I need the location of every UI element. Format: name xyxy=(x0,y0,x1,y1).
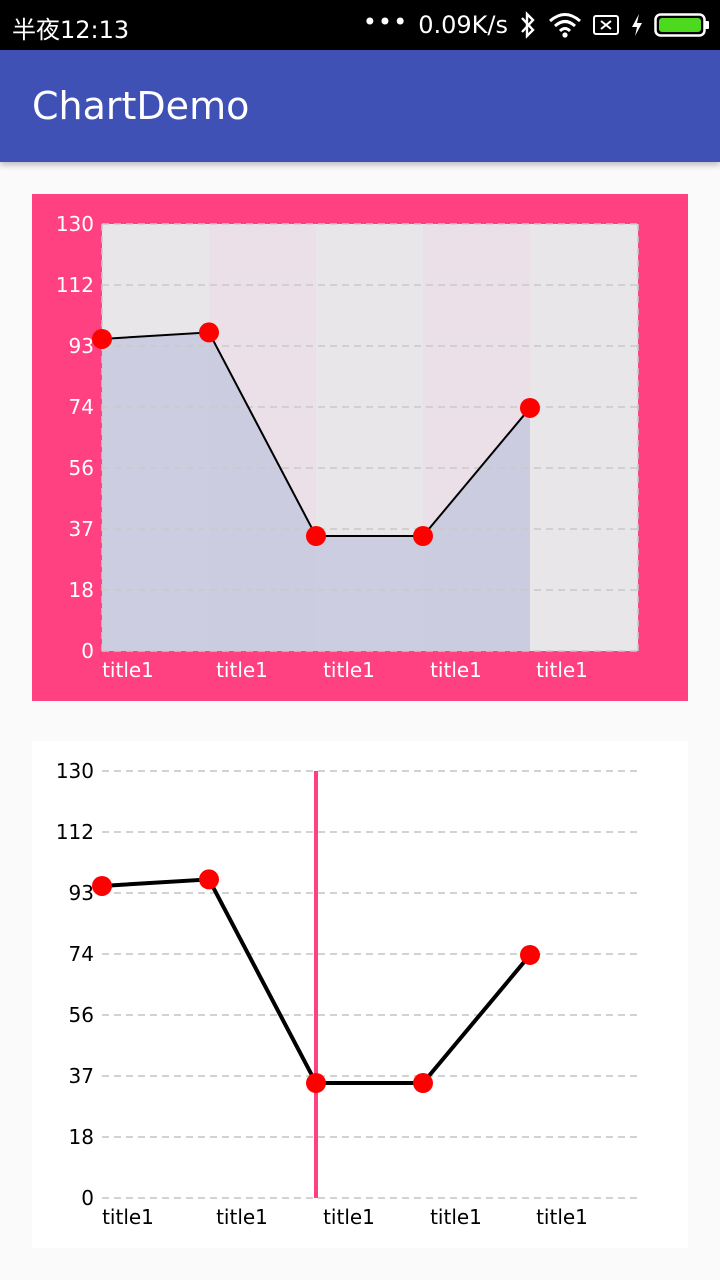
x-tick-label: title1 xyxy=(102,658,154,682)
y-tick-label: 37 xyxy=(69,1064,94,1088)
y-tick-label: 130 xyxy=(56,759,94,783)
y-tick-label: 0 xyxy=(81,1186,94,1210)
bluetooth-icon xyxy=(518,10,538,40)
status-time: 半夜12:13 xyxy=(12,16,130,44)
data-point xyxy=(199,869,219,890)
data-point xyxy=(520,944,540,965)
x-tick-label: title1 xyxy=(216,658,268,682)
x-tick-label: title1 xyxy=(536,658,588,682)
y-tick-label: 74 xyxy=(69,395,94,419)
sim-card-icon xyxy=(592,13,620,37)
y-tick-label: 56 xyxy=(69,456,94,480)
data-point xyxy=(520,397,540,418)
y-tick-label: 130 xyxy=(56,212,94,236)
x-tick-label: title1 xyxy=(102,1205,154,1229)
charging-icon xyxy=(630,12,644,38)
data-point xyxy=(413,1073,433,1094)
network-speed: 0.09K/s xyxy=(418,11,508,39)
app-bar: ChartDemo xyxy=(0,50,720,162)
y-tick-label: 93 xyxy=(69,881,94,905)
y-tick-label: 112 xyxy=(56,273,94,297)
data-point xyxy=(306,1073,326,1094)
y-tick-label: 93 xyxy=(69,334,94,358)
wifi-icon xyxy=(548,11,582,39)
y-tick-label: 18 xyxy=(69,578,94,602)
x-tick-label: title1 xyxy=(536,1205,588,1229)
data-point xyxy=(92,328,112,349)
y-tick-label: 74 xyxy=(69,942,94,966)
area-fill xyxy=(102,332,530,651)
x-tick-label: title1 xyxy=(430,1205,482,1229)
area-chart-card[interactable]: 0 18 37 56 74 93 112 130 title1 title1 title1 title… xyxy=(32,194,688,701)
status-icons: ••• 0.09K/s xyxy=(363,0,710,50)
y-tick-label: 0 xyxy=(81,639,94,663)
line-chart-card[interactable]: 0 18 37 56 74 93 112 130 title1 title1 title1 title… xyxy=(32,741,688,1248)
y-tick-label: 37 xyxy=(69,517,94,541)
x-tick-label: title1 xyxy=(323,658,375,682)
y-tick-label: 18 xyxy=(69,1125,94,1149)
more-dots: ••• xyxy=(362,8,409,36)
x-tick-label: title1 xyxy=(216,1205,268,1229)
x-tick-label: title1 xyxy=(430,658,482,682)
data-point xyxy=(92,875,112,896)
data-point xyxy=(306,526,326,547)
x-tick-label: title1 xyxy=(323,1205,375,1229)
y-tick-label: 56 xyxy=(69,1003,94,1027)
battery-icon xyxy=(654,11,710,39)
app-title: ChartDemo xyxy=(32,84,250,128)
line-chart[interactable]: 0 18 37 56 74 93 112 130 title1 title1 title1 title… xyxy=(32,741,688,1248)
data-point xyxy=(413,526,433,547)
data-point xyxy=(199,322,219,343)
status-bar: 半夜12:13 ••• 0.09K/s xyxy=(0,0,720,50)
y-tick-label: 112 xyxy=(56,820,94,844)
area-chart[interactable]: 0 18 37 56 74 93 112 130 title1 title1 title1 title… xyxy=(32,194,688,701)
